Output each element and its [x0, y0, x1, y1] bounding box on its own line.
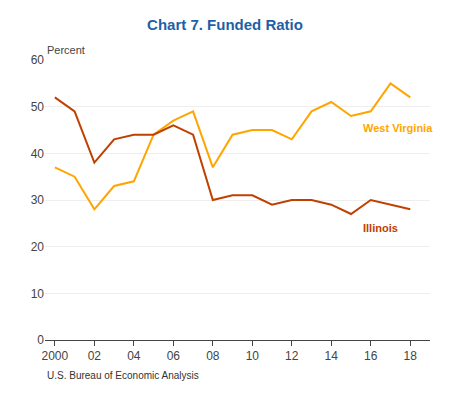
svg-text:West Virginia: West Virginia: [363, 122, 433, 134]
svg-text:40: 40: [31, 147, 45, 161]
svg-text:04: 04: [127, 349, 141, 363]
svg-text:10: 10: [246, 349, 260, 363]
svg-text:06: 06: [167, 349, 181, 363]
svg-text:Percent: Percent: [47, 44, 85, 56]
svg-text:Chart 7. Funded Ratio: Chart 7. Funded Ratio: [147, 16, 303, 33]
svg-text:10: 10: [31, 287, 45, 301]
svg-text:2000: 2000: [42, 349, 69, 363]
svg-text:12: 12: [285, 349, 299, 363]
svg-text:50: 50: [31, 100, 45, 114]
svg-text:20: 20: [31, 240, 45, 254]
svg-text:08: 08: [206, 349, 220, 363]
svg-text:0: 0: [37, 333, 44, 347]
svg-text:14: 14: [325, 349, 339, 363]
svg-text:30: 30: [31, 193, 45, 207]
svg-text:Illinois: Illinois: [363, 222, 398, 234]
svg-text:60: 60: [31, 53, 45, 67]
svg-text:U.S. Bureau of Economic Analys: U.S. Bureau of Economic Analysis: [47, 370, 199, 381]
svg-text:18: 18: [404, 349, 418, 363]
svg-text:16: 16: [364, 349, 378, 363]
svg-text:02: 02: [88, 349, 102, 363]
